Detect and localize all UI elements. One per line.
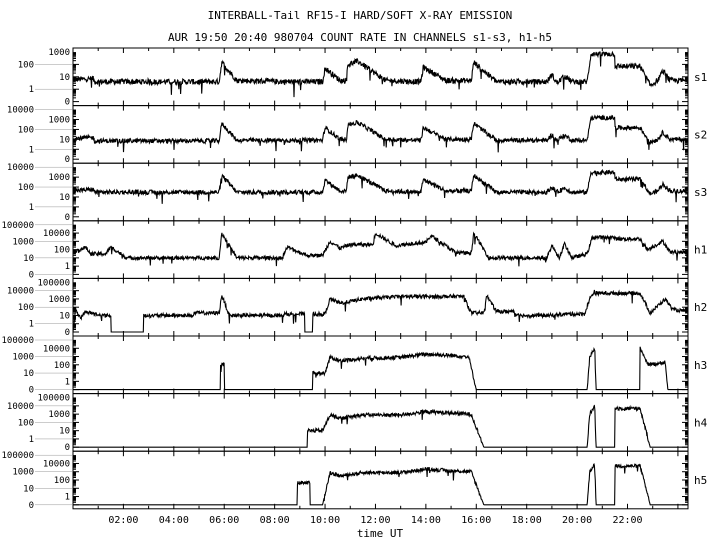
x-tick-label: 22:00: [612, 515, 642, 526]
y-tick-label-h2: 1000: [48, 295, 70, 305]
y-tick-label-s2: 1: [29, 145, 34, 155]
x-tick-label: 12:00: [360, 515, 390, 526]
y-tick-label-h1: 100: [54, 246, 70, 256]
channel-label-s3: s3: [694, 186, 707, 199]
y-tick-label-h3: 10000: [43, 344, 70, 354]
y-tick-label-h5: 0: [29, 501, 34, 511]
channel-label-h1: h1: [694, 244, 707, 257]
x-tick-label: 04:00: [159, 515, 189, 526]
y-tick-label-s1: 1000: [48, 48, 70, 58]
y-tick-label-h5: 10: [23, 484, 34, 494]
y-tick-label-s2: 0: [65, 155, 70, 165]
panel-frame-h1: [72, 220, 689, 279]
y-tick-label-h2: 1: [29, 320, 34, 330]
y-tick-label-h1: 1000: [12, 237, 34, 247]
x-tick-label: 08:00: [260, 515, 290, 526]
series-line-h1: [72, 231, 689, 267]
y-tick-label-s1: 10: [59, 73, 70, 83]
series-line-h2: [72, 289, 689, 333]
y-tick-label-h4: 10: [59, 427, 70, 437]
series-line-h4: [73, 404, 688, 448]
x-tick-label: 18:00: [512, 515, 542, 526]
y-tick-label-s1: 0: [65, 98, 70, 108]
y-tick-label-s3: 100: [18, 183, 34, 193]
x-tick-label: 10:00: [310, 515, 340, 526]
x-tick-label: 16:00: [461, 515, 491, 526]
y-tick-label-h4: 100: [18, 418, 34, 428]
y-tick-label-s2: 100: [18, 125, 34, 135]
y-tick-label-h2: 100000: [37, 278, 70, 288]
y-tick-label-s3: 1000: [48, 173, 70, 183]
x-tick-label: 20:00: [562, 515, 592, 526]
y-tick-label-h3: 100000: [1, 336, 34, 346]
y-tick-label-s3: 10000: [7, 163, 34, 173]
y-tick-label-s1: 1: [29, 85, 34, 95]
y-tick-label-h1: 100000: [1, 221, 34, 231]
y-tick-label-h4: 10000: [7, 402, 34, 412]
y-tick-label-h2: 100: [18, 303, 34, 313]
chart-title: INTERBALL-Tail RF15-I HARD/SOFT X-RAY EM…: [208, 9, 513, 22]
series-line-s2: [72, 114, 689, 153]
y-tick-label-h5: 1: [65, 493, 70, 503]
y-tick-label-s3: 1: [29, 203, 34, 213]
y-tick-label-h4: 1: [29, 435, 34, 445]
y-tick-label-h2: 0: [65, 328, 70, 338]
channel-label-s1: s1: [694, 71, 707, 84]
y-tick-label-s2: 10: [59, 135, 70, 145]
channel-label-h3: h3: [694, 359, 707, 372]
y-tick-label-h3: 0: [29, 386, 34, 396]
x-axis-label: time UT: [357, 527, 404, 540]
x-tick-label: 02:00: [108, 515, 138, 526]
y-tick-label-h3: 100: [54, 361, 70, 371]
panel-frame-h2: [72, 277, 689, 337]
y-tick-label-h3: 1000: [12, 353, 34, 363]
channel-label-s2: s2: [694, 128, 707, 141]
y-tick-label-s2: 1000: [48, 116, 70, 126]
series-line-h5: [73, 463, 688, 506]
x-tick-label: 14:00: [411, 515, 441, 526]
channel-label-h5: h5: [694, 474, 707, 487]
channel-label-h4: h4: [694, 416, 708, 429]
y-tick-label-h4: 1000: [48, 410, 70, 420]
series-line-s1: [72, 50, 689, 98]
x-tick-label: 06:00: [209, 515, 239, 526]
y-tick-label-h2: 10: [59, 311, 70, 321]
y-tick-label-h5: 1000: [12, 468, 34, 478]
y-tick-label-h5: 10000: [43, 459, 70, 469]
y-tick-label-h5: 100: [54, 476, 70, 486]
y-tick-label-h5: 100000: [1, 451, 34, 461]
y-tick-label-h4: 100000: [37, 394, 70, 404]
y-tick-label-h2: 10000: [7, 287, 34, 297]
y-tick-label-h3: 10: [23, 369, 34, 379]
y-tick-label-h1: 0: [29, 270, 34, 280]
chart-subtitle: AUR 19:50 20:40 980704 COUNT RATE IN CHA…: [168, 31, 552, 44]
y-tick-label-h4: 0: [65, 443, 70, 453]
y-tick-label-h1: 1: [65, 262, 70, 272]
y-tick-label-h3: 1: [65, 377, 70, 387]
channel-label-h2: h2: [694, 301, 707, 314]
series-line-s3: [72, 168, 689, 204]
y-tick-label-s3: 0: [65, 213, 70, 223]
y-tick-label-h1: 10: [23, 254, 34, 264]
y-tick-label-s2: 10000: [7, 106, 34, 116]
series-line-h3: [73, 346, 688, 391]
y-tick-label-s1: 100: [18, 60, 34, 70]
y-tick-label-h1: 10000: [43, 229, 70, 239]
y-tick-label-s3: 10: [59, 193, 70, 203]
